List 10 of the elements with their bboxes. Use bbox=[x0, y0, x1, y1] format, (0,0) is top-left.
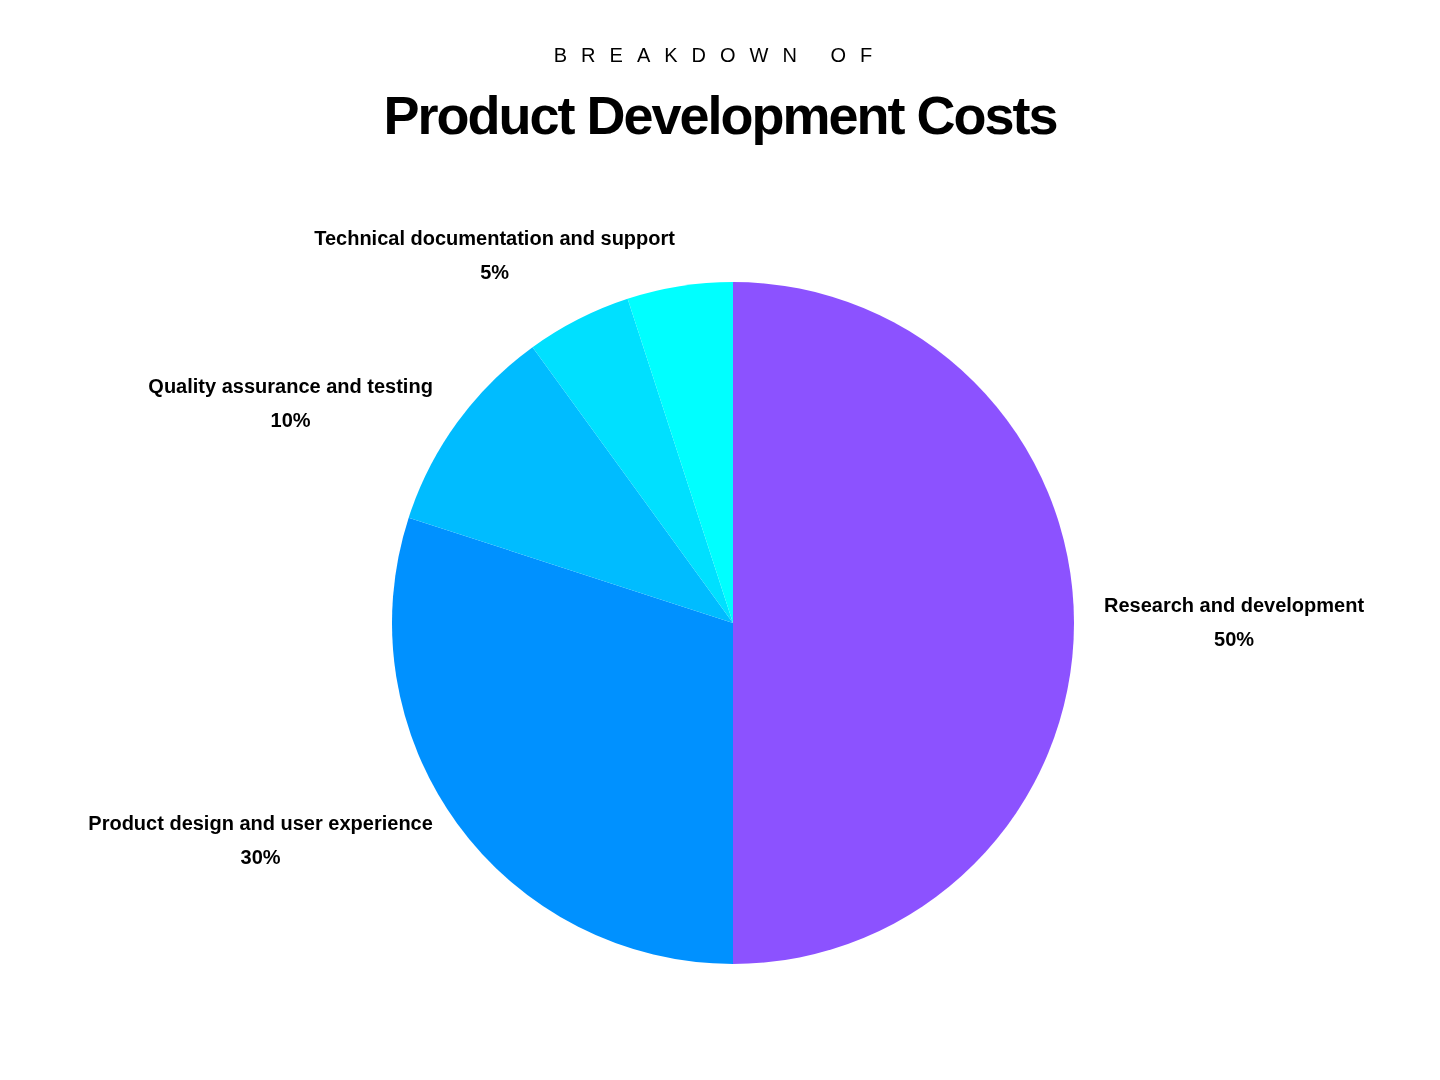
data-label: 30% bbox=[240, 845, 281, 868]
slice-label: Technical documentation and support bbox=[314, 227, 676, 250]
slice-label: Research and development bbox=[1104, 593, 1365, 616]
slice-label: Quality assurance and testing bbox=[148, 375, 433, 398]
data-label: 50% bbox=[1214, 627, 1255, 650]
data-label: 10% bbox=[270, 409, 311, 432]
chart-title: Product Development Costs bbox=[382, 84, 1058, 146]
chart-subtitle: BREAKDOWN OF bbox=[552, 44, 888, 67]
data-label: 5% bbox=[480, 261, 510, 284]
slice-label: Product design and user experience bbox=[88, 811, 433, 834]
